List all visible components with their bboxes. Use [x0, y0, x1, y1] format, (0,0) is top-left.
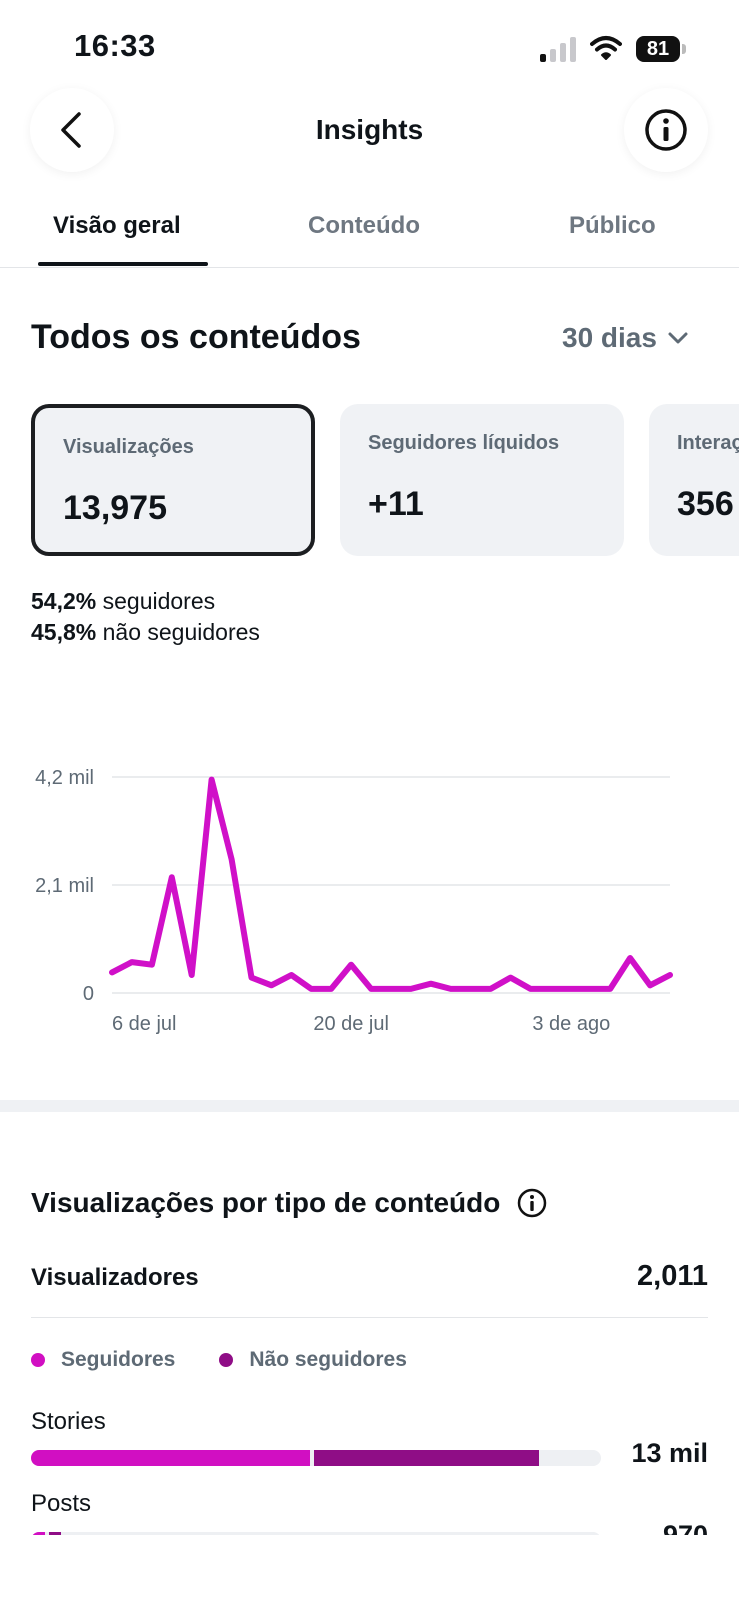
back-button[interactable]	[30, 88, 114, 172]
legend-label: Seguidores	[61, 1348, 176, 1371]
battery-level: 81	[636, 36, 680, 62]
views-line-chart: 4,2 mil 2,1 mil 0 6 de jul 20 de jul 3 de ago	[35, 767, 673, 1035]
metric-card-views[interactable]: Visualizações 13,975	[31, 404, 315, 556]
active-tab-indicator	[38, 262, 208, 266]
section-title: Todos os conteúdos	[31, 318, 361, 356]
bar-segment-non-followers	[314, 1450, 540, 1466]
views-series-line	[109, 776, 673, 992]
tab-overview[interactable]: Visão geral	[53, 212, 181, 239]
cellular-signal-icon	[540, 36, 576, 62]
tab-audience[interactable]: Público	[569, 212, 656, 239]
metric-card-value: 356	[677, 485, 734, 523]
y-tick-label: 0	[83, 983, 94, 1005]
followers-percent: 54,2%	[31, 588, 97, 614]
chevron-left-icon	[61, 112, 81, 148]
legend-swatch	[31, 1353, 45, 1367]
viewers-label: Visualizadores	[31, 1264, 199, 1291]
section-divider	[0, 1100, 739, 1112]
scroll-clip	[0, 1535, 739, 1600]
metric-card-interactions[interactable]: Interações 356	[649, 404, 739, 556]
audience-split: 54,2% seguidores 45,8% não seguidores	[31, 586, 260, 648]
battery-icon: 81	[636, 36, 686, 62]
wifi-icon	[590, 36, 622, 60]
info-button[interactable]	[624, 88, 708, 172]
viewers-row: Visualizadores 2,011	[31, 1260, 708, 1318]
y-tick-label: 2,1 mil	[35, 875, 94, 897]
non-followers-percent: 45,8%	[31, 619, 97, 645]
info-icon	[645, 109, 687, 151]
metric-card-value: 13,975	[63, 489, 167, 527]
content-type-legend: Seguidores Não seguidores	[31, 1348, 407, 1372]
views-by-type-heading: Visualizações por tipo de conteúdo	[31, 1187, 548, 1219]
legend-item-non-followers: Não seguidores	[219, 1348, 407, 1372]
status-time: 16:33	[74, 28, 156, 63]
metric-card-net-followers[interactable]: Seguidores líquidos +11	[340, 404, 624, 556]
tab-content[interactable]: Conteúdo	[308, 212, 420, 239]
legend-item-followers: Seguidores	[31, 1348, 175, 1372]
legend-label: Não seguidores	[249, 1348, 407, 1371]
y-tick-label: 4,2 mil	[35, 767, 94, 789]
date-range-selector[interactable]: 30 dias	[562, 322, 689, 354]
content-type-bar	[31, 1450, 601, 1466]
bar-segment-followers	[31, 1450, 311, 1466]
content-type-label: Posts	[31, 1490, 92, 1517]
content-type-row-stories[interactable]: Stories 13 mil	[31, 1408, 708, 1478]
info-icon[interactable]	[516, 1187, 548, 1219]
views-by-type-title: Visualizações por tipo de conteúdo	[31, 1187, 501, 1218]
metric-card-label: Interações	[677, 432, 739, 454]
metric-card-value: +11	[368, 485, 424, 523]
x-tick-label: 6 de jul	[112, 1013, 177, 1035]
x-tick-label: 3 de ago	[532, 1013, 610, 1035]
legend-swatch	[219, 1353, 234, 1367]
page-title: Insights	[315, 114, 424, 145]
viewers-value: 2,011	[637, 1260, 708, 1292]
tab-bar: Visão geral Conteúdo Público	[0, 200, 739, 268]
metric-card-label: Seguidores líquidos	[368, 432, 560, 454]
content-type-label: Stories	[31, 1408, 106, 1435]
followers-label: seguidores	[102, 588, 216, 614]
content-type-value: 13 mil	[631, 1438, 708, 1468]
chevron-down-icon	[668, 332, 688, 344]
non-followers-label: não seguidores	[102, 619, 260, 645]
x-tick-label: 20 de jul	[313, 1013, 389, 1035]
date-range-label: 30 dias	[562, 322, 657, 353]
status-bar: 16:33 81	[0, 0, 739, 90]
metric-card-label: Visualizações	[63, 436, 194, 458]
